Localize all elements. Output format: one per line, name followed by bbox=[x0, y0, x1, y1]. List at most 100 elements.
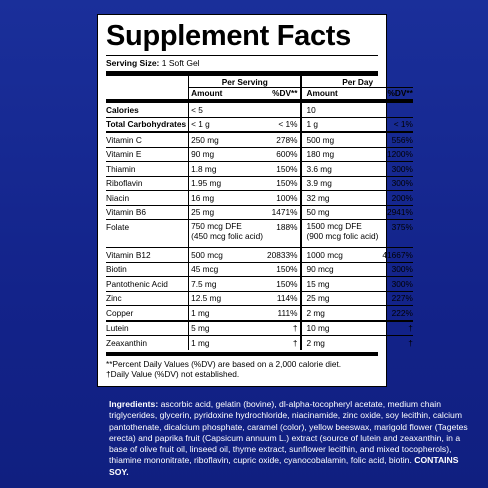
nutrient-name: Vitamin E bbox=[106, 146, 190, 162]
nutrient-row: Vitamin B6 25 mg 1471% 50 mg 2941% bbox=[106, 204, 413, 220]
serving-dv: † bbox=[265, 335, 303, 350]
day-dv: 300% bbox=[380, 161, 413, 176]
nutrient-name: Calories bbox=[106, 99, 190, 117]
day-dv: 300% bbox=[380, 175, 413, 191]
serving-amount: 1.95 mg bbox=[188, 175, 266, 191]
nutrient-row: Niacin 16 mg 100% 32 mg 200% bbox=[106, 190, 413, 205]
day-dv: 222% bbox=[380, 305, 413, 321]
day-amount: 500 mg bbox=[301, 131, 381, 147]
nutrient-row: Pantothenic Acid 7.5 mg 150% 15 mg 300% bbox=[106, 276, 413, 291]
per-day-header: Per Day bbox=[301, 76, 413, 88]
day-dv: † bbox=[380, 319, 413, 336]
day-amount: 3.6 mg bbox=[301, 161, 381, 176]
serving-dv: 188% bbox=[265, 219, 303, 248]
per-serving-header: Per Serving bbox=[188, 76, 303, 88]
day-amount: 1500 mcg DFE (900 mcg folic acid) bbox=[301, 219, 381, 248]
serving-dv: 114% bbox=[265, 290, 303, 306]
nutrient-row: Vitamin E 90 mg 600% 180 mg 1200% bbox=[106, 146, 413, 162]
serving-amount-line-2: (450 mcg folic acid) bbox=[191, 230, 264, 241]
nutrient-row: Calories < 5 10 bbox=[106, 99, 413, 117]
nutrient-name: Total Carbohydrates bbox=[106, 116, 190, 132]
supplement-facts-panel: Supplement Facts Serving Size: 1 Soft Ge… bbox=[97, 14, 413, 387]
day-dv: 227% bbox=[380, 290, 413, 306]
serving-dv: 1471% bbox=[265, 204, 303, 220]
serving-dv: 20833% bbox=[265, 247, 303, 262]
serving-amount: < 5 bbox=[188, 99, 266, 117]
nutrient-row: Copper 1 mg 111% 2 mg 222% bbox=[106, 305, 413, 321]
serving-dv: 150% bbox=[265, 276, 303, 291]
divider-thick bbox=[106, 71, 378, 76]
footnote-percent-dv: **Percent Daily Values (%DV) are based o… bbox=[106, 358, 342, 369]
day-amount-line-1: 1500 mcg DFE bbox=[306, 221, 362, 231]
day-dv: 1200% bbox=[380, 146, 413, 162]
nutrient-row: Zeaxanthin 1 mg † 2 mg † bbox=[106, 335, 413, 350]
serving-size: Serving Size: 1 Soft Gel bbox=[106, 55, 378, 71]
nutrient-name: Lutein bbox=[106, 319, 190, 336]
ingredients-list: ascorbic acid, gelatin (bovine), dl-alph… bbox=[109, 399, 468, 466]
nutrient-name: Biotin bbox=[106, 261, 190, 277]
serving-amount: 500 mcg bbox=[188, 247, 266, 262]
serving-amount: 25 mg bbox=[188, 204, 266, 220]
day-dv: 300% bbox=[380, 261, 413, 277]
nutrient-table: Per Serving Per Day Amount %DV** Amount … bbox=[106, 76, 413, 350]
serving-amount: 1 mg bbox=[188, 335, 266, 350]
day-dv: 200% bbox=[380, 190, 413, 205]
serving-dv: 100% bbox=[265, 190, 303, 205]
nutrient-name: Vitamin C bbox=[106, 131, 190, 147]
serving-amount: 1 mg bbox=[188, 305, 266, 321]
footnote-dagger: †Daily Value (%DV) not established. bbox=[106, 369, 240, 379]
nutrient-name: Vitamin B6 bbox=[106, 204, 190, 220]
day-amount: 1 g bbox=[301, 116, 381, 132]
serving-dv: 600% bbox=[265, 146, 303, 162]
day-amount: 10 bbox=[301, 99, 381, 117]
serving-dv: 111% bbox=[265, 305, 303, 321]
day-dv: 556% bbox=[380, 131, 413, 147]
nutrient-name: Vitamin B12 bbox=[106, 247, 190, 262]
nutrient-row: Total Carbohydrates < 1 g < 1% 1 g < 1% bbox=[106, 116, 413, 132]
serving-amount: 250 mg bbox=[188, 131, 266, 147]
day-dv-header: %DV** bbox=[387, 88, 413, 98]
serving-size-label: Serving Size: bbox=[106, 58, 160, 68]
footnotes: **Percent Daily Values (%DV) are based o… bbox=[106, 356, 378, 380]
serving-dv: 150% bbox=[265, 175, 303, 191]
serving-amount: 90 mg bbox=[188, 146, 266, 162]
day-amount: 10 mg bbox=[301, 319, 381, 336]
day-dv: 41667% bbox=[380, 247, 413, 262]
serving-amount: 45 mcg bbox=[188, 261, 266, 277]
ingredients-text: Ingredients: ascorbic acid, gelatin (bov… bbox=[109, 399, 479, 478]
day-amount-line-2: (900 mcg folic acid) bbox=[306, 230, 379, 241]
day-amount: 180 mg bbox=[301, 146, 381, 162]
divider-thick-bottom bbox=[106, 351, 378, 356]
table-subheader-row: Amount %DV** Amount %DV** bbox=[106, 87, 413, 101]
allergen-statement: CONTAINS SOY. bbox=[109, 455, 459, 477]
day-amount: 3.9 mg bbox=[301, 175, 381, 191]
nutrient-name: Thiamin bbox=[106, 161, 190, 176]
day-amount: 25 mg bbox=[301, 290, 381, 306]
serving-size-value: 1 Soft Gel bbox=[161, 58, 200, 68]
nutrient-row: Zinc 12.5 mg 114% 25 mg 227% bbox=[106, 290, 413, 306]
day-amount: 15 mg bbox=[301, 276, 381, 291]
day-dv bbox=[380, 99, 413, 117]
day-dv: 300% bbox=[380, 276, 413, 291]
serving-dv: 278% bbox=[265, 131, 303, 147]
amount-header: Amount bbox=[191, 88, 223, 98]
serving-amount: < 1 g bbox=[188, 116, 266, 132]
day-amount: 32 mg bbox=[301, 190, 381, 205]
nutrient-name: Riboflavin bbox=[106, 175, 190, 191]
serving-amount-line-1: 750 mcg DFE bbox=[191, 221, 242, 231]
nutrient-row: Vitamin B12 500 mcg 20833% 1000 mcg 41667% bbox=[106, 247, 413, 262]
serving-dv bbox=[265, 99, 303, 117]
day-amount: 90 mcg bbox=[301, 261, 381, 277]
nutrient-row: Biotin 45 mcg 150% 90 mcg 300% bbox=[106, 261, 413, 277]
serving-dv: 150% bbox=[265, 261, 303, 277]
day-amount-header: Amount bbox=[306, 88, 338, 98]
nutrient-row: Riboflavin 1.95 mg 150% 3.9 mg 300% bbox=[106, 175, 413, 191]
serving-amount: 12.5 mg bbox=[188, 290, 266, 306]
ingredients-label: Ingredients: bbox=[109, 399, 159, 409]
nutrient-name: Niacin bbox=[106, 190, 190, 205]
day-amount: 1000 mcg bbox=[301, 247, 381, 262]
day-dv: † bbox=[380, 335, 413, 350]
nutrient-name: Copper bbox=[106, 305, 190, 321]
serving-amount: 750 mcg DFE (450 mcg folic acid) bbox=[188, 219, 266, 248]
nutrient-name: Zinc bbox=[106, 290, 190, 306]
